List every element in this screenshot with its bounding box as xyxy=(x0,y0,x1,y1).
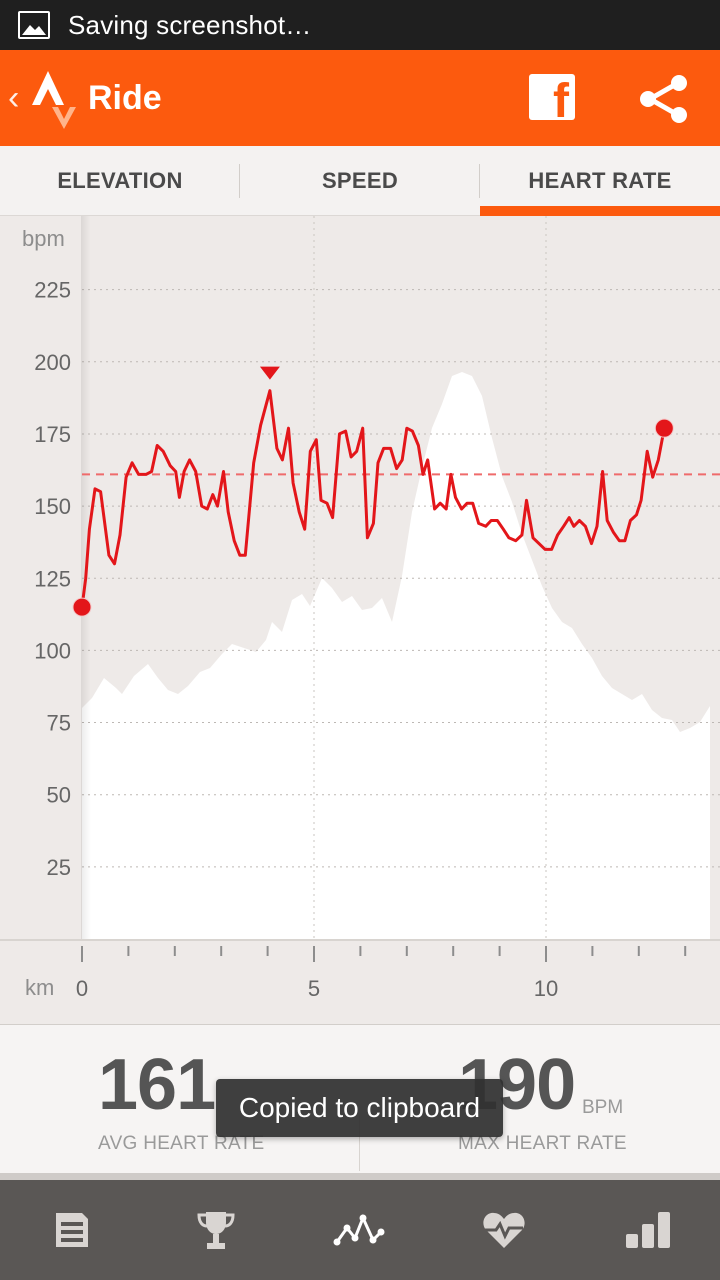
status-notification-text: Saving screenshot… xyxy=(68,9,312,40)
tab-heart-rate[interactable]: HEART RATE xyxy=(528,168,672,193)
y-axis-label: bpm xyxy=(22,226,65,251)
x-tick-label: 0 xyxy=(76,976,88,1001)
y-tick-label: 150 xyxy=(34,494,71,519)
x-axis-label: km xyxy=(25,975,54,1000)
y-tick-label: 225 xyxy=(34,278,71,303)
y-tick-label: 200 xyxy=(34,350,71,375)
analysis-icon xyxy=(333,1214,385,1246)
bottom-navigation xyxy=(0,1180,720,1280)
y-tick-label: 50 xyxy=(47,783,71,808)
y-tick-label: 75 xyxy=(47,711,71,736)
y-tick-label: 25 xyxy=(47,855,71,880)
app-bar: ‹ Ride f xyxy=(0,50,720,146)
avg-heart-rate-label: AVG HEART RATE xyxy=(98,1133,265,1154)
trophy-icon xyxy=(197,1212,235,1249)
y-tick-label: 125 xyxy=(34,566,71,591)
max-heart-rate-unit: BPM xyxy=(582,1097,624,1118)
y-tick-label: 100 xyxy=(34,638,71,663)
image-icon xyxy=(18,11,50,39)
x-tick-label: 10 xyxy=(534,976,558,1001)
feed-icon xyxy=(56,1213,88,1247)
status-bar: Saving screenshot… xyxy=(0,0,720,50)
y-tick-label: 175 xyxy=(34,422,71,447)
heart-rate-series-line xyxy=(80,389,666,608)
series-end-point xyxy=(654,418,674,438)
heart-rate-chart[interactable]: 225 200 175 150 125 100 75 50 25 0 5 10 bpm km xyxy=(0,216,720,1024)
tab-elevation[interactable]: ELEVATION xyxy=(57,168,183,193)
active-tab-indicator xyxy=(480,206,720,216)
nav-stats[interactable] xyxy=(576,1180,720,1280)
nav-analysis[interactable] xyxy=(288,1180,432,1280)
nav-challenges[interactable] xyxy=(144,1180,288,1280)
back-chevron-icon[interactable]: ‹ xyxy=(8,78,20,117)
strava-logo-icon[interactable] xyxy=(28,67,78,129)
facebook-icon[interactable]: f xyxy=(529,74,575,126)
nav-feed[interactable] xyxy=(0,1180,144,1280)
series-start-point xyxy=(72,597,92,617)
max-value-marker xyxy=(259,366,280,380)
chart-canvas: 225 200 175 150 125 100 75 50 25 0 5 10 bpm km xyxy=(0,216,720,1024)
stats-icon xyxy=(626,1212,670,1248)
tab-speed[interactable]: SPEED xyxy=(321,168,399,193)
heart-rate-icon xyxy=(483,1212,525,1248)
x-tick-label: 5 xyxy=(308,976,320,1001)
page-title: Ride xyxy=(88,78,162,117)
avg-heart-rate-value: 161 xyxy=(98,1045,216,1125)
nav-heart-rate[interactable] xyxy=(432,1180,576,1280)
max-heart-rate-label: MAX HEART RATE xyxy=(458,1133,627,1154)
share-icon[interactable] xyxy=(638,74,690,124)
elevation-backdrop xyxy=(82,372,710,940)
toast-message: Copied to clipboard xyxy=(216,1079,503,1137)
chart-tabs: ELEVATION SPEED HEART RATE xyxy=(0,146,720,216)
